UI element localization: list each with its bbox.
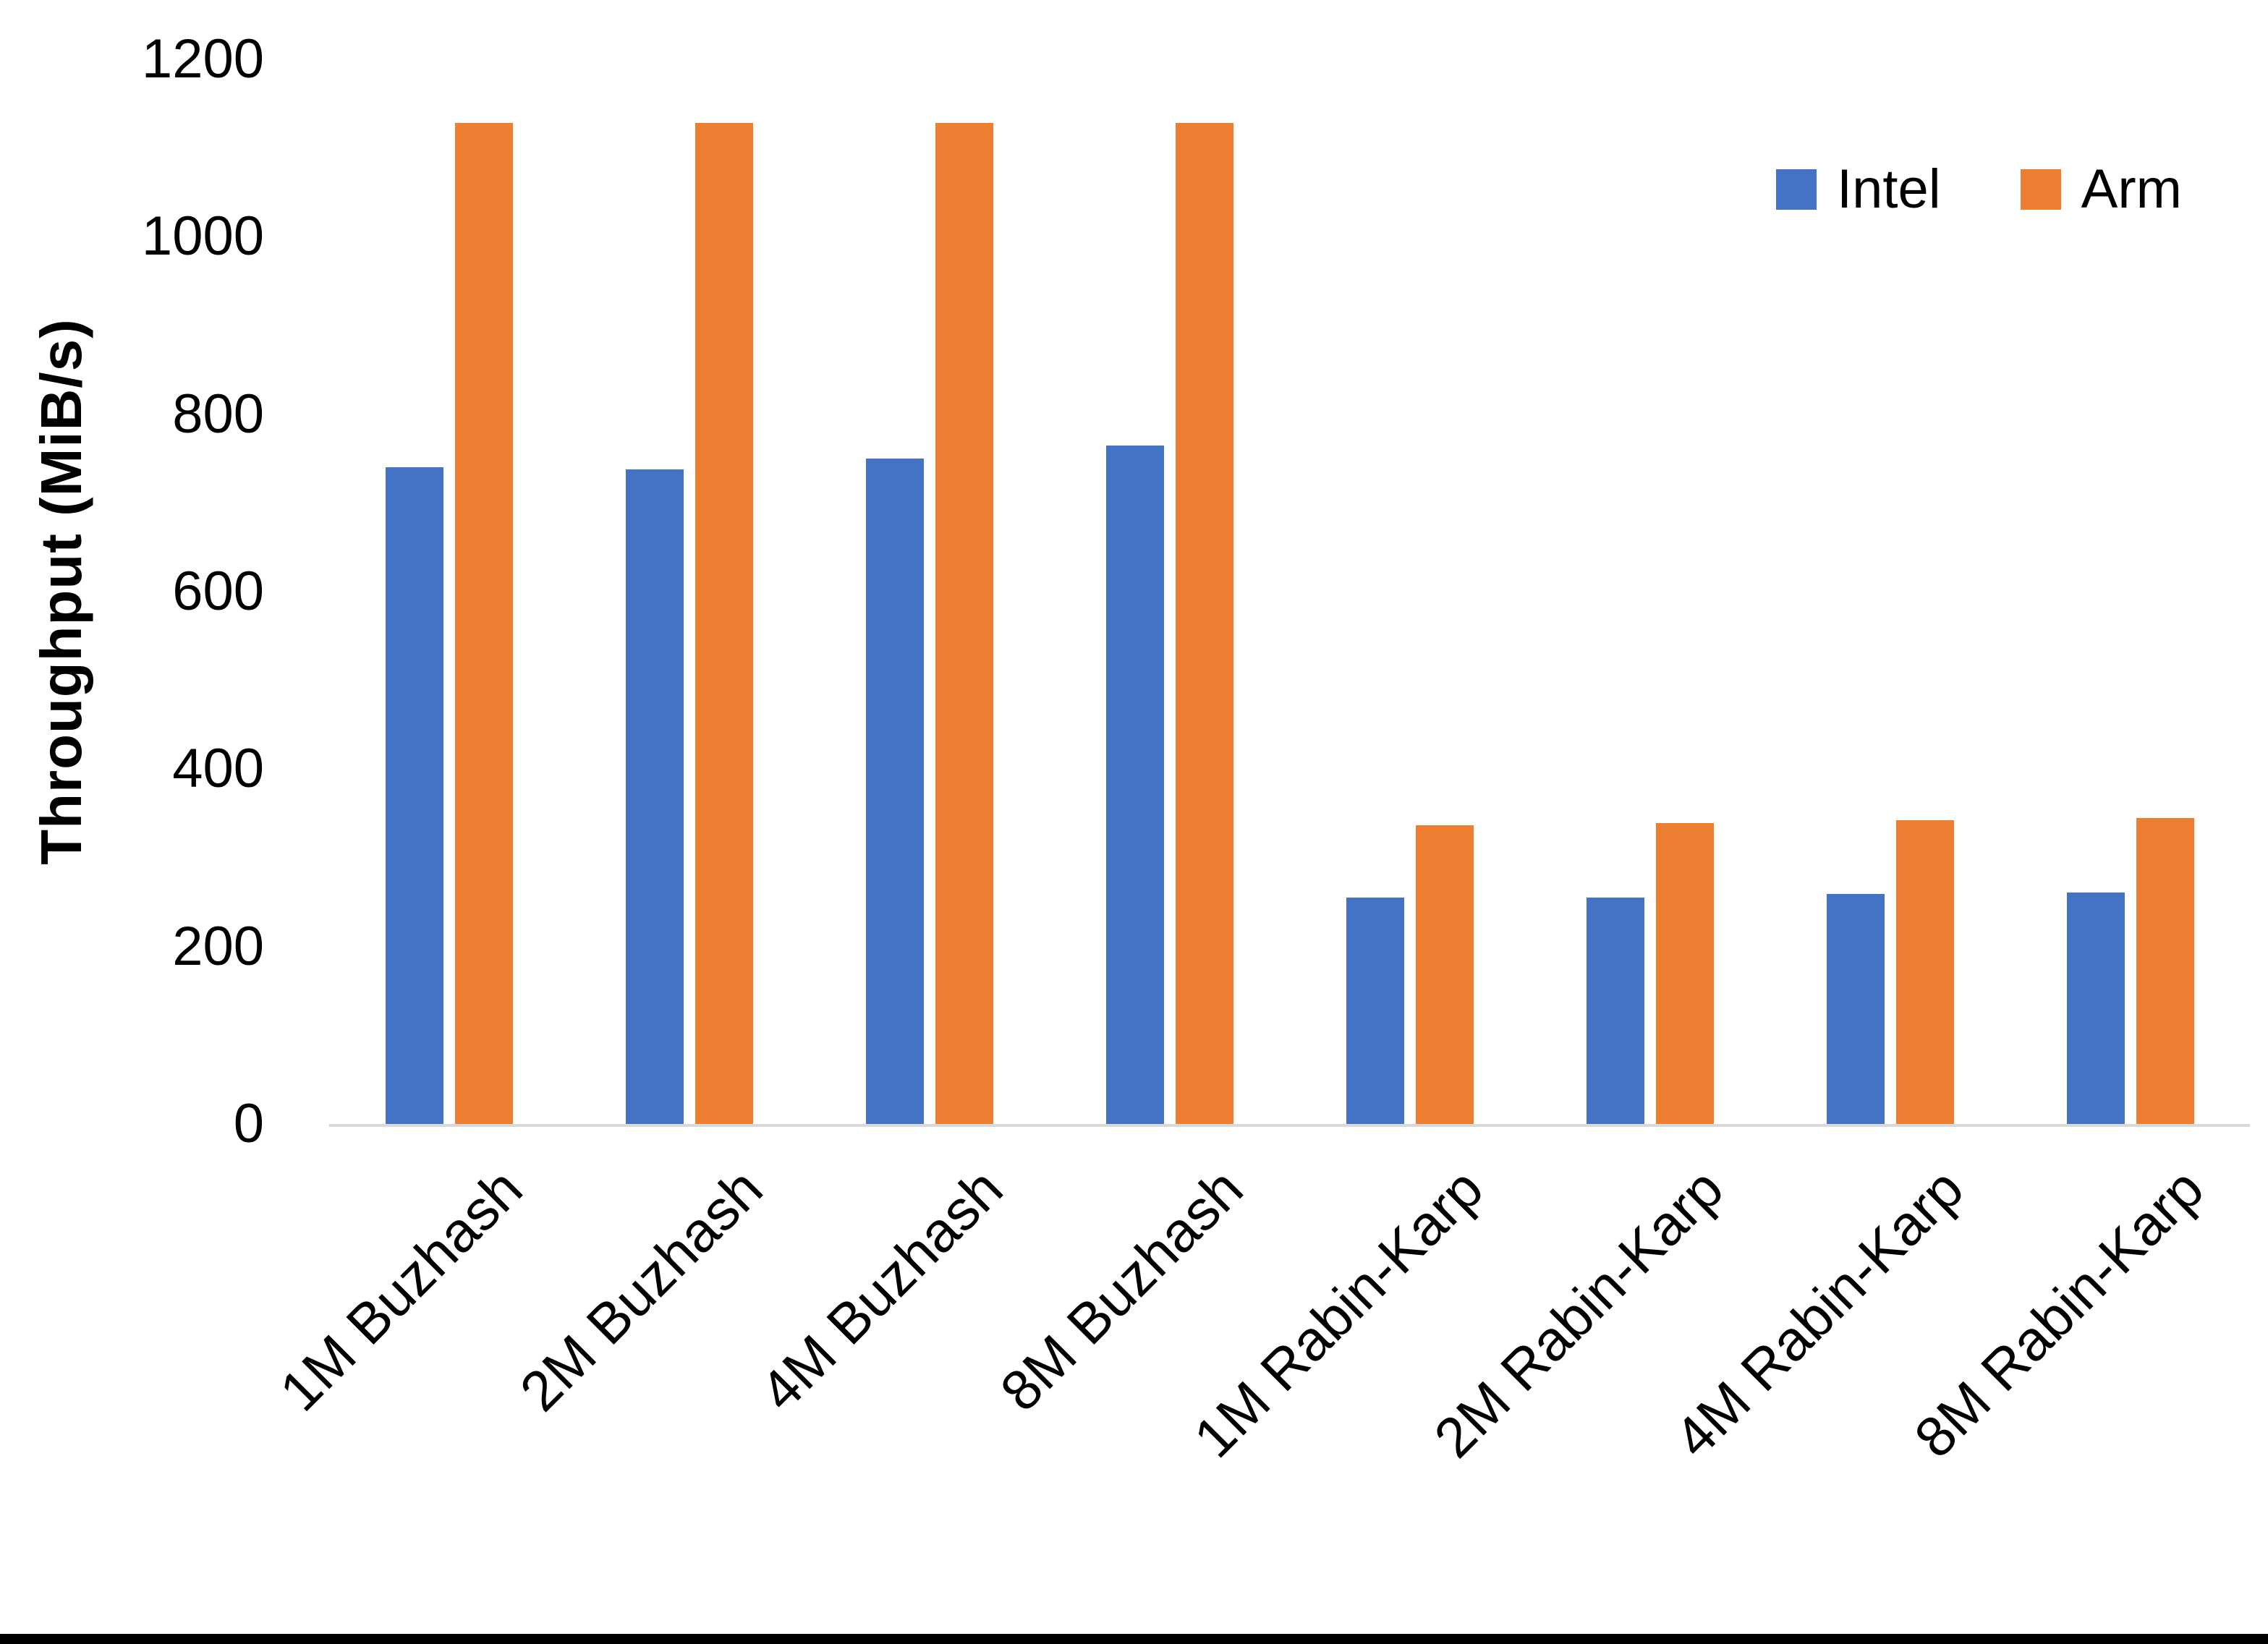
bar-arm-8m-buzhash[interactable] bbox=[1176, 123, 1233, 1124]
legend-label-arm: Arm bbox=[2081, 158, 2182, 220]
bar-arm-1m-buzhash[interactable] bbox=[455, 123, 513, 1124]
bar-intel-4m-rabin-karp[interactable] bbox=[1827, 894, 1885, 1124]
x-category-label-8m-buzhash: 8M Buzhash bbox=[988, 1156, 1255, 1423]
y-tick-label-200: 200 bbox=[172, 915, 264, 977]
bar-intel-4m-buzhash[interactable] bbox=[866, 459, 924, 1124]
x-category-label-1m-buzhash: 1M Buzhash bbox=[268, 1156, 535, 1423]
y-tick-label-800: 800 bbox=[172, 383, 264, 445]
legend-item-arm[interactable]: Arm bbox=[2020, 158, 2182, 221]
legend-swatch-intel bbox=[1776, 169, 1817, 210]
y-tick-label-400: 400 bbox=[172, 738, 264, 800]
y-tick-label-0: 0 bbox=[233, 1093, 264, 1154]
bar-intel-2m-rabin-karp[interactable] bbox=[1587, 898, 1644, 1124]
bar-arm-4m-rabin-karp[interactable] bbox=[1896, 820, 1954, 1124]
bar-intel-2m-buzhash[interactable] bbox=[626, 469, 684, 1124]
window-bottom-border bbox=[0, 1634, 2268, 1644]
bar-arm-1m-rabin-karp[interactable] bbox=[1416, 825, 1474, 1124]
bar-arm-2m-buzhash[interactable] bbox=[695, 123, 753, 1124]
bar-intel-1m-buzhash[interactable] bbox=[386, 467, 443, 1124]
x-axis-line bbox=[329, 1124, 2250, 1127]
legend-swatch-arm bbox=[2020, 169, 2061, 210]
x-category-label-2m-buzhash: 2M Buzhash bbox=[508, 1156, 775, 1423]
bar-intel-8m-buzhash[interactable] bbox=[1106, 445, 1164, 1124]
y-tick-label-1200: 1200 bbox=[141, 28, 264, 90]
bar-arm-8m-rabin-karp[interactable] bbox=[2136, 817, 2194, 1124]
bar-intel-1m-rabin-karp[interactable] bbox=[1346, 898, 1404, 1124]
y-tick-label-1000: 1000 bbox=[141, 205, 264, 268]
bar-arm-2m-rabin-karp[interactable] bbox=[1656, 823, 1714, 1124]
bar-arm-4m-buzhash[interactable] bbox=[935, 123, 993, 1124]
x-category-label-4m-buzhash: 4M Buzhash bbox=[748, 1156, 1015, 1423]
legend: Intel Arm bbox=[1776, 158, 2182, 221]
y-tick-label-600: 600 bbox=[172, 561, 264, 622]
legend-item-intel[interactable]: Intel bbox=[1776, 158, 1941, 221]
bar-intel-8m-rabin-karp[interactable] bbox=[2067, 892, 2125, 1124]
legend-label-intel: Intel bbox=[1837, 158, 1941, 220]
